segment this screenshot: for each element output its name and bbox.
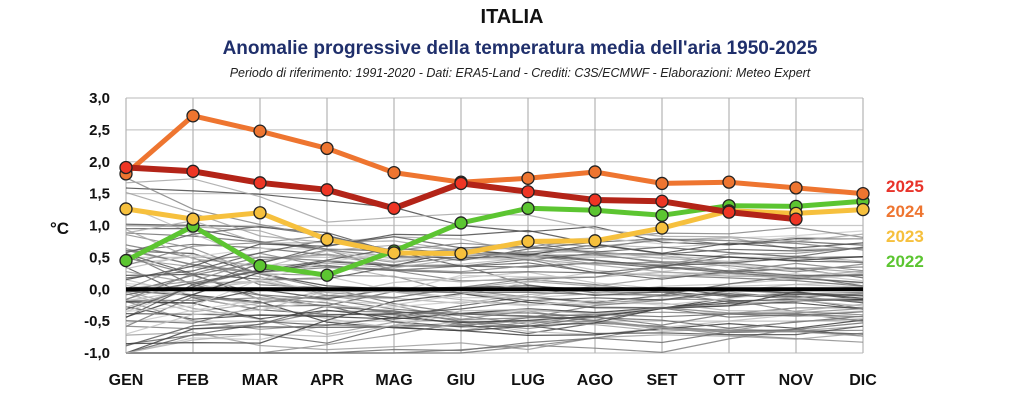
data-point-2023-DIC	[856, 202, 870, 217]
data-point-2025-OTT	[722, 205, 736, 219]
y-tick-label: -0,5	[84, 313, 110, 330]
data-point-2025-MAR	[253, 176, 267, 190]
data-point-2025-NOV	[789, 212, 803, 226]
background-year-line	[125, 300, 864, 332]
data-point-2023-MAR	[253, 206, 267, 220]
x-tick-label: APR	[310, 372, 344, 389]
chart-title: ITALIA	[480, 6, 544, 28]
data-point-2023-GEN	[119, 202, 133, 216]
x-tick-label: LUG	[511, 372, 545, 389]
legend: 2025 2024 2023 2022	[886, 177, 924, 271]
background-year-line	[125, 236, 864, 270]
background-year-line	[125, 252, 864, 327]
y-tick-label: 2,5	[89, 122, 110, 139]
data-point-2023-FEB	[186, 212, 200, 226]
data-point-2025-SET	[655, 194, 669, 208]
x-tick-label: MAG	[375, 372, 412, 389]
series-line-2022	[124, 198, 864, 278]
data-point-2023-AGO	[588, 234, 602, 248]
data-point-2024-OTT	[722, 175, 736, 189]
background-year-line	[126, 292, 864, 321]
legend-item-2025: 2025	[886, 177, 924, 196]
y-tick-label: 1,5	[89, 186, 110, 203]
data-point-2022-GEN	[119, 253, 133, 268]
x-axis-ticks: GEN FEB MAR APR MAG GIU LUG AGO SET OTT NOV DIC	[109, 372, 878, 389]
y-tick-label: 0,5	[89, 249, 110, 266]
legend-item-2024: 2024	[886, 202, 924, 221]
y-axis-label: °C	[50, 219, 69, 238]
background-year-line	[125, 272, 864, 313]
data-point-2023-MAG	[387, 246, 401, 260]
series-group	[119, 109, 870, 282]
data-point-2023-GIU	[454, 246, 468, 261]
background-year-line	[125, 298, 864, 354]
y-tick-label: 0,0	[89, 281, 110, 298]
background-year-line	[125, 252, 864, 290]
data-point-2024-APR	[320, 141, 334, 156]
data-point-2025-GIU	[454, 176, 468, 191]
data-point-2025-APR	[320, 183, 334, 197]
x-tick-label: FEB	[177, 372, 209, 389]
background-year-line	[125, 289, 864, 313]
x-tick-label: AGO	[577, 372, 613, 389]
data-point-2025-AGO	[588, 193, 602, 207]
data-point-2023-LUG	[521, 234, 535, 249]
chart-subtitle: Anomalie progressive della temperatura m…	[222, 38, 818, 59]
background-year-line	[125, 232, 864, 287]
series-2024	[119, 109, 870, 201]
data-point-2023-SET	[655, 221, 669, 235]
background-year-line	[125, 285, 864, 304]
x-tick-label: OTT	[713, 372, 745, 389]
data-point-2025-GEN	[119, 160, 133, 175]
data-point-2022-GIU	[454, 216, 468, 230]
x-tick-label: SET	[646, 372, 677, 389]
legend-item-2023: 2023	[886, 227, 924, 246]
data-point-2022-MAR	[253, 259, 267, 273]
x-tick-label: GEN	[109, 372, 144, 389]
y-axis-ticks: 3,0 2,5 2,0 1,5 1,0 0,5 0,0 -0,5 -1,0	[84, 90, 110, 362]
data-point-2025-LUG	[521, 185, 535, 199]
data-point-2025-FEB	[186, 164, 200, 178]
y-tick-label: 2,0	[89, 154, 110, 171]
background-year-line	[125, 265, 863, 296]
data-point-2024-NOV	[789, 181, 803, 195]
data-point-2024-DIC	[856, 186, 870, 201]
series-line-2024	[124, 113, 864, 197]
y-tick-label: -1,0	[84, 345, 110, 362]
data-point-2022-LUG	[521, 201, 535, 215]
data-point-2024-LUG	[521, 171, 535, 185]
x-tick-label: DIC	[849, 372, 877, 389]
data-point-2025-MAG	[387, 201, 401, 215]
background-year-line	[125, 229, 864, 281]
background-year-line	[125, 273, 864, 336]
x-tick-label: MAR	[242, 372, 279, 389]
data-point-2024-MAR	[253, 124, 267, 138]
data-point-2024-SET	[655, 176, 669, 191]
data-point-2022-APR	[320, 268, 334, 282]
background-year-line	[125, 234, 864, 314]
background-year-line	[125, 290, 864, 337]
legend-item-2022: 2022	[886, 252, 924, 271]
series-2025	[119, 160, 803, 226]
background-year-line	[125, 263, 864, 293]
background-year-line	[125, 243, 864, 318]
background-year-line	[125, 239, 864, 279]
background-year-line	[126, 322, 864, 354]
background-year-line	[125, 275, 864, 324]
x-tick-label: NOV	[779, 372, 814, 389]
x-tick-label: GIU	[447, 372, 475, 389]
data-point-2022-SET	[655, 208, 669, 222]
data-point-2024-FEB	[186, 109, 200, 123]
background-year-line	[125, 244, 864, 326]
background-year-line	[125, 265, 864, 327]
data-point-2023-APR	[320, 232, 334, 247]
data-point-2024-AGO	[588, 165, 602, 179]
data-point-2024-MAG	[387, 165, 401, 180]
y-tick-label: 1,0	[89, 218, 110, 235]
y-tick-label: 3,0	[89, 90, 110, 107]
background-year-line	[125, 281, 864, 305]
chart-credits: Periodo di riferimento: 1991-2020 - Dati…	[229, 66, 811, 80]
